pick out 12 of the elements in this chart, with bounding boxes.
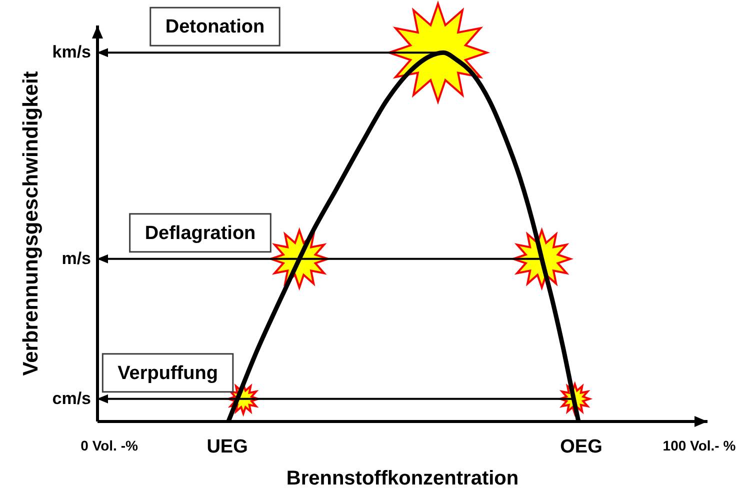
annotation: m/s (62, 248, 91, 268)
annotation: Verpuffung (118, 362, 218, 384)
annotation: Deflagration (144, 222, 256, 244)
x-tick-label: UEG (206, 436, 248, 458)
annotation: cm/s (52, 388, 91, 408)
x-tick-label: OEG (560, 436, 602, 458)
y-axis-title: Verbrennungsgeschwindigkeit (20, 71, 42, 376)
annotation: Detonation (165, 16, 265, 38)
annotation: km/s (52, 42, 91, 62)
x-tick-label: 0 Vol. -% (80, 438, 138, 454)
x-tick-label: 100 Vol.- % (662, 438, 736, 454)
x-axis-title: Brennstoffkonzentration (286, 468, 519, 490)
